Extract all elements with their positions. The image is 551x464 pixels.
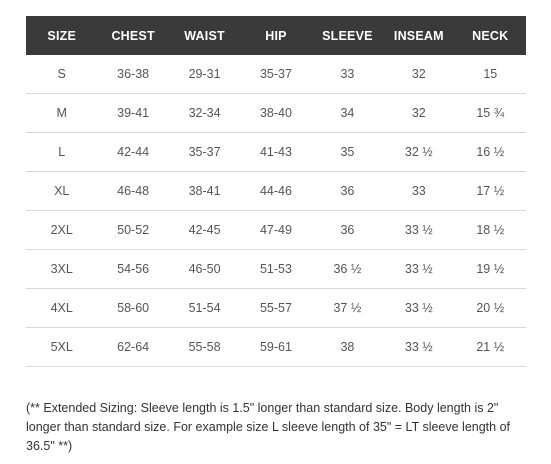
table-row: 3XL 54-56 46-50 51-53 36 ½ 33 ½ 19 ½ (26, 249, 526, 289)
cell-inseam: 33 ½ (383, 249, 455, 289)
cell-inseam: 32 ½ (383, 132, 455, 172)
header-sleeve: SLEEVE (311, 16, 384, 55)
cell-waist: 51-54 (168, 288, 241, 328)
cell-sleeve: 37 ½ (311, 288, 384, 328)
table-row: 4XL 58-60 51-54 55-57 37 ½ 33 ½ 20 ½ (26, 288, 526, 328)
cell-neck: 15 (454, 55, 526, 94)
cell-hip: 38-40 (240, 93, 312, 133)
cell-size: XL (26, 171, 98, 211)
table-row: XL 46-48 38-41 44-46 36 33 17 ½ (26, 171, 526, 211)
table-row: 2XL 50-52 42-45 47-49 36 33 ½ 18 ½ (26, 210, 526, 250)
header-neck: NECK (454, 16, 526, 55)
cell-inseam: 32 (383, 93, 455, 133)
cell-inseam: 33 (383, 171, 455, 211)
table-row: L 42-44 35-37 41-43 35 32 ½ 16 ½ (26, 132, 526, 172)
cell-neck: 15 ¾ (454, 93, 526, 133)
cell-chest: 50-52 (97, 210, 169, 250)
header-hip: HIP (240, 16, 312, 55)
header-size: SIZE (26, 16, 98, 55)
cell-neck: 16 ½ (454, 132, 526, 172)
cell-sleeve: 38 (311, 327, 384, 367)
cell-sleeve: 36 (311, 210, 384, 250)
table-row: 5XL 62-64 55-58 59-61 38 33 ½ 21 ½ (26, 327, 526, 367)
cell-chest: 58-60 (97, 288, 169, 328)
cell-hip: 44-46 (240, 171, 312, 211)
extended-sizing-note: (** Extended Sizing: Sleeve length is 1.… (26, 400, 511, 453)
cell-sleeve: 33 (311, 55, 384, 94)
cell-sleeve: 35 (311, 132, 384, 172)
cell-size: 5XL (26, 327, 98, 367)
cell-hip: 51-53 (240, 249, 312, 289)
cell-neck: 20 ½ (454, 288, 526, 328)
cell-size: 2XL (26, 210, 98, 250)
cell-neck: 17 ½ (454, 171, 526, 211)
cell-inseam: 33 ½ (383, 288, 455, 328)
cell-waist: 29-31 (168, 55, 241, 94)
table-row: S 36-38 29-31 35-37 33 32 15 (26, 55, 526, 94)
cell-size: L (26, 132, 98, 172)
cell-hip: 47-49 (240, 210, 312, 250)
header-row: SIZE CHEST WAIST HIP SLEEVE INSEAM NECK (26, 16, 526, 55)
cell-chest: 39-41 (97, 93, 169, 133)
cell-waist: 55-58 (168, 327, 241, 367)
cell-waist: 32-34 (168, 93, 241, 133)
cell-inseam: 33 ½ (383, 327, 455, 367)
cell-chest: 42-44 (97, 132, 169, 172)
header-inseam: INSEAM (383, 16, 455, 55)
header-waist: WAIST (168, 16, 241, 55)
cell-size: S (26, 55, 98, 94)
table-row: M 39-41 32-34 38-40 34 32 15 ¾ (26, 93, 526, 133)
cell-waist: 38-41 (168, 171, 241, 211)
cell-waist: 46-50 (168, 249, 241, 289)
cell-inseam: 32 (383, 55, 455, 94)
cell-chest: 36-38 (97, 55, 169, 94)
cell-size: M (26, 93, 98, 133)
cell-hip: 55-57 (240, 288, 312, 328)
cell-chest: 54-56 (97, 249, 169, 289)
cell-inseam: 33 ½ (383, 210, 455, 250)
cell-chest: 62-64 (97, 327, 169, 367)
cell-sleeve: 36 (311, 171, 384, 211)
cell-waist: 35-37 (168, 132, 241, 172)
cell-hip: 41-43 (240, 132, 312, 172)
cell-sleeve: 34 (311, 93, 384, 133)
header-chest: CHEST (97, 16, 169, 55)
cell-neck: 19 ½ (454, 249, 526, 289)
cell-neck: 21 ½ (454, 327, 526, 367)
cell-sleeve: 36 ½ (311, 249, 384, 289)
cell-waist: 42-45 (168, 210, 241, 250)
cell-size: 4XL (26, 288, 98, 328)
cell-neck: 18 ½ (454, 210, 526, 250)
cell-size: 3XL (26, 249, 98, 289)
size-chart-table: SIZE CHEST WAIST HIP SLEEVE INSEAM NECK … (26, 16, 526, 367)
cell-chest: 46-48 (97, 171, 169, 211)
cell-hip: 35-37 (240, 55, 312, 94)
cell-hip: 59-61 (240, 327, 312, 367)
